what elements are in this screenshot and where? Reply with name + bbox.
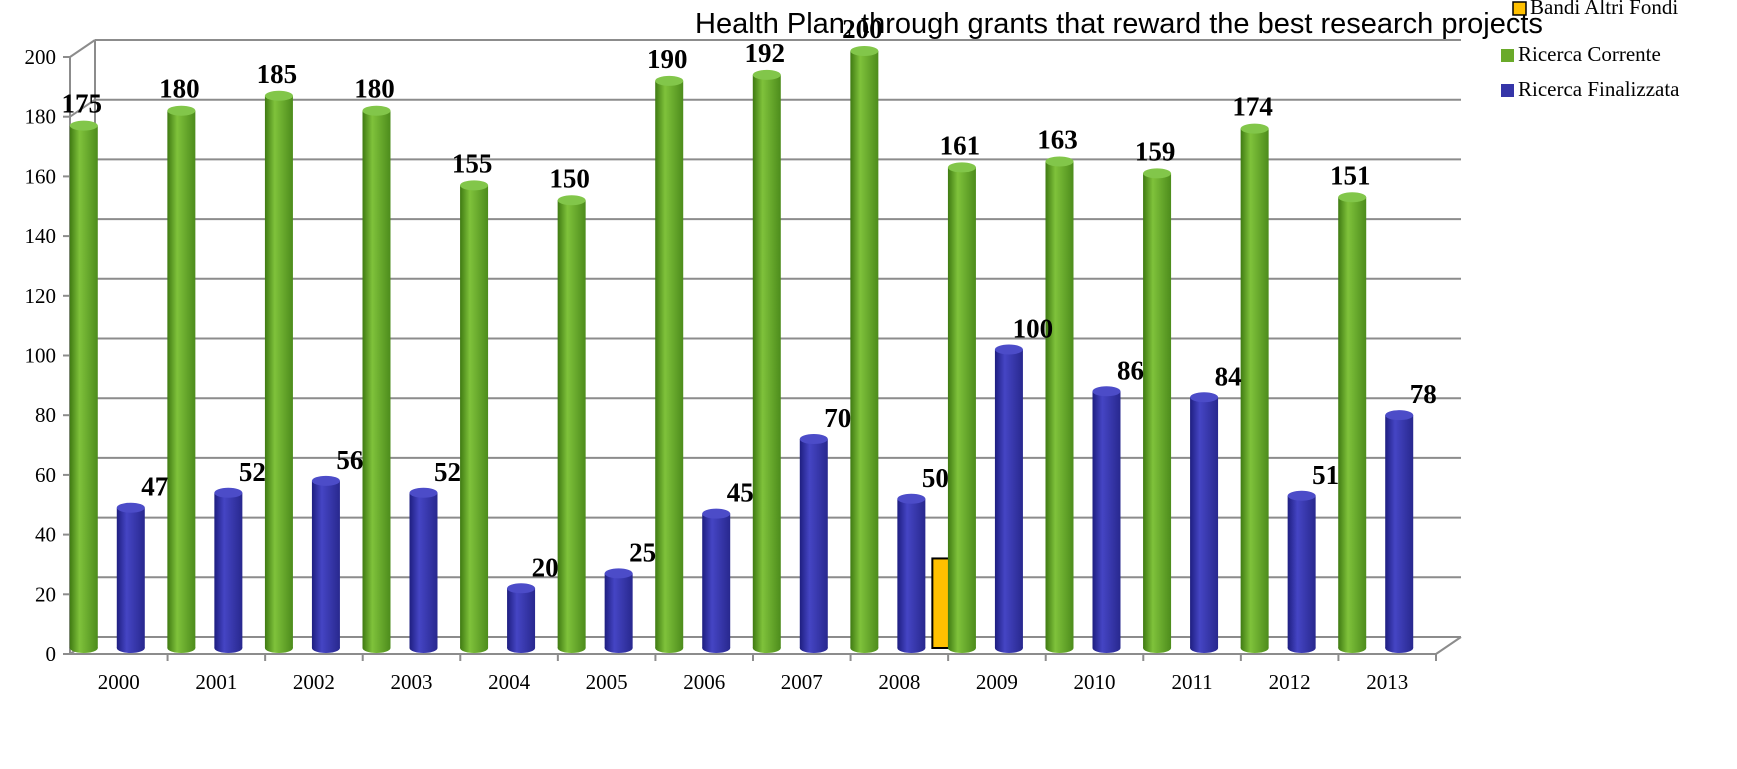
data-label: 175 xyxy=(62,89,103,119)
bar xyxy=(1092,386,1121,653)
bar xyxy=(460,180,489,653)
data-label: 100 xyxy=(1013,314,1054,344)
bar xyxy=(1385,410,1414,653)
data-label: 161 xyxy=(940,130,981,160)
x-tick-label: 2008 xyxy=(878,670,920,694)
bar xyxy=(655,75,684,653)
x-tick-label: 2011 xyxy=(1171,670,1212,694)
y-tick-label: 60 xyxy=(35,463,56,487)
y-tick-label: 120 xyxy=(25,284,57,308)
legend-label: Bandi Altri Fondi xyxy=(1530,0,1678,19)
y-tick-label: 80 xyxy=(35,403,56,427)
legend-swatch xyxy=(1512,1,1527,16)
bar xyxy=(557,195,586,653)
legend-label: Ricerca Corrente xyxy=(1518,42,1661,66)
data-label: 50 xyxy=(922,463,949,493)
data-label: 20 xyxy=(532,552,559,582)
data-label: 51 xyxy=(1312,460,1339,490)
chart-title: Health Plan, through grants that reward … xyxy=(695,8,1543,40)
bar xyxy=(1143,168,1172,653)
data-label: 52 xyxy=(239,457,266,487)
data-label: 25 xyxy=(629,537,656,567)
data-label: 84 xyxy=(1215,361,1242,391)
data-label: 52 xyxy=(434,457,461,487)
y-tick-label: 160 xyxy=(25,164,57,188)
x-tick-label: 2013 xyxy=(1366,670,1408,694)
data-label: 155 xyxy=(452,148,493,178)
x-tick-label: 2004 xyxy=(488,670,531,694)
x-tick-label: 2005 xyxy=(586,670,628,694)
data-labels: 175 47 180 52 185 56 180 52 155 20 150 25 190 45 192 70… xyxy=(62,14,1437,582)
axes: 0 20 40 60 80 100 120 140 160 180 200 2000 2001 2002 2… xyxy=(25,40,1462,694)
bar xyxy=(752,69,781,653)
bar xyxy=(799,434,828,653)
bar xyxy=(994,344,1023,653)
y-tick-label: 20 xyxy=(35,582,56,606)
data-label: 163 xyxy=(1037,124,1078,154)
data-label: 159 xyxy=(1135,136,1176,166)
data-label: 47 xyxy=(141,472,168,502)
x-tick-label: 2006 xyxy=(683,670,725,694)
legend: Bandi Altri Fondi Ricerca Corrente Ricerca… xyxy=(1501,0,1680,101)
bar xyxy=(702,508,731,653)
data-label: 174 xyxy=(1232,92,1273,122)
bar xyxy=(264,90,293,653)
bar xyxy=(897,493,926,653)
gridline-depth xyxy=(69,98,96,118)
legend-swatch xyxy=(1501,49,1514,62)
bar xyxy=(116,502,145,653)
data-label: 78 xyxy=(1410,379,1437,409)
x-tick-label: 2012 xyxy=(1269,670,1311,694)
x-tick-label: 2001 xyxy=(195,670,237,694)
data-label: 185 xyxy=(257,59,298,89)
x-tick-label: 2009 xyxy=(976,670,1018,694)
bar xyxy=(604,568,633,653)
data-label: 200 xyxy=(842,14,883,44)
data-label: 180 xyxy=(159,74,200,104)
data-label: 56 xyxy=(336,445,363,475)
legend-label: Ricerca Finalizzata xyxy=(1518,77,1680,101)
bar xyxy=(1045,156,1074,653)
data-label: 86 xyxy=(1117,355,1144,385)
bar xyxy=(214,487,243,653)
bar xyxy=(1338,192,1367,653)
bars xyxy=(69,46,1414,653)
bar xyxy=(362,105,391,653)
bar xyxy=(850,46,879,653)
bar xyxy=(1287,490,1316,653)
gridline-depth xyxy=(69,39,96,58)
bar xyxy=(947,162,976,653)
x-tick-label: 2010 xyxy=(1074,670,1116,694)
data-label: 45 xyxy=(727,478,754,508)
y-tick-label: 40 xyxy=(35,523,56,547)
data-label: 151 xyxy=(1330,160,1371,190)
bar xyxy=(507,583,536,653)
bar xyxy=(409,487,438,653)
x-tick-label: 2003 xyxy=(391,670,433,694)
data-label: 150 xyxy=(549,163,590,193)
x-tick-label: 2002 xyxy=(293,670,335,694)
y-tick-label: 100 xyxy=(25,344,57,368)
bar xyxy=(1190,392,1219,653)
y-tick-label: 180 xyxy=(25,105,57,129)
bar xyxy=(69,120,98,653)
bar xyxy=(311,475,340,653)
bar xyxy=(167,105,196,653)
y-tick-label: 0 xyxy=(46,642,57,666)
x-tick-label: 2007 xyxy=(781,670,823,694)
x-tick-label: 2000 xyxy=(98,670,140,694)
floor-edge xyxy=(1435,636,1462,655)
bar xyxy=(1240,123,1269,653)
data-label: 180 xyxy=(354,74,395,104)
legend-swatch xyxy=(1501,84,1514,97)
data-label: 190 xyxy=(647,44,688,74)
y-tick-label: 140 xyxy=(25,224,57,248)
y-tick-label: 200 xyxy=(25,45,57,69)
data-label: 70 xyxy=(824,403,851,433)
data-label: 192 xyxy=(745,38,786,68)
